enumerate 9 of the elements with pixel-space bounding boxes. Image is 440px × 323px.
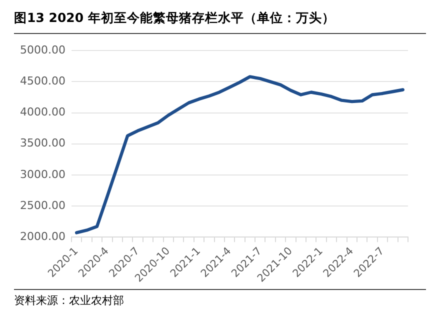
y-tick-label: 5000.00 xyxy=(20,43,66,56)
chart-title: 图13 2020 年初至今能繁母猪存栏水平（单位：万头） xyxy=(14,10,335,27)
y-tick-label: 4000.00 xyxy=(20,106,66,119)
y-tick-label: 3000.00 xyxy=(20,168,66,181)
text: 资料来源：农业农村部 xyxy=(14,293,124,308)
y-tick-label: 2000.00 xyxy=(20,230,66,243)
y-tick-label: 2500.00 xyxy=(20,198,66,212)
y-tick-label: 3500.00 xyxy=(20,136,66,150)
y-tick-label: 4500.00 xyxy=(20,74,66,88)
